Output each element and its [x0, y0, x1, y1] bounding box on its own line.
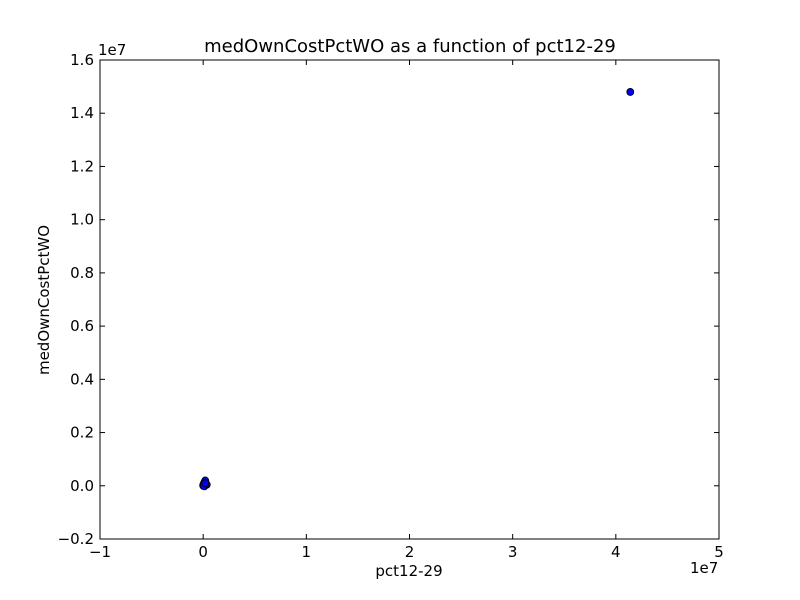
y-tick-label: 0.4 [70, 370, 94, 388]
x-tick-label: 4 [611, 543, 621, 561]
x-tick-label: −1 [89, 543, 111, 561]
y-tick-label: 1.0 [70, 211, 94, 229]
x-axis-ticks: −1 0 1 2 3 4 5 [89, 60, 724, 561]
x-tick-label: 3 [508, 543, 518, 561]
y-tick-label: 1.2 [70, 157, 94, 175]
y-axis-label: medOwnCostPctWO [35, 225, 53, 375]
y-tick-label: 0.2 [70, 424, 94, 442]
x-tick-label: 0 [198, 543, 208, 561]
points-layer [199, 88, 635, 491]
data-point [201, 479, 210, 488]
y-tick-label: 1.6 [70, 51, 94, 69]
x-tick-label: 5 [714, 543, 724, 561]
y-offset-label: 1e7 [98, 41, 126, 59]
x-tick-label: 1 [302, 543, 312, 561]
y-tick-label: 0.6 [70, 317, 94, 335]
plot-frame [99, 59, 720, 540]
y-tick-label: 0.8 [70, 264, 94, 282]
x-offset-label: 1e7 [690, 559, 718, 577]
y-tick-label: 1.4 [70, 104, 94, 122]
y-tick-label: −0.2 [58, 530, 94, 548]
plot-area [100, 60, 719, 539]
y-tick-label: 0.0 [70, 477, 94, 495]
y-axis-ticks: −0.2 0.0 0.2 0.4 0.6 0.8 1.0 1.2 1.4 1.6 [58, 51, 719, 548]
chart-title: medOwnCostPctWO as a function of pct12-2… [204, 36, 616, 57]
data-point [626, 88, 635, 96]
x-axis-label: pct12-29 [375, 562, 442, 580]
x-tick-label: 2 [405, 543, 415, 561]
